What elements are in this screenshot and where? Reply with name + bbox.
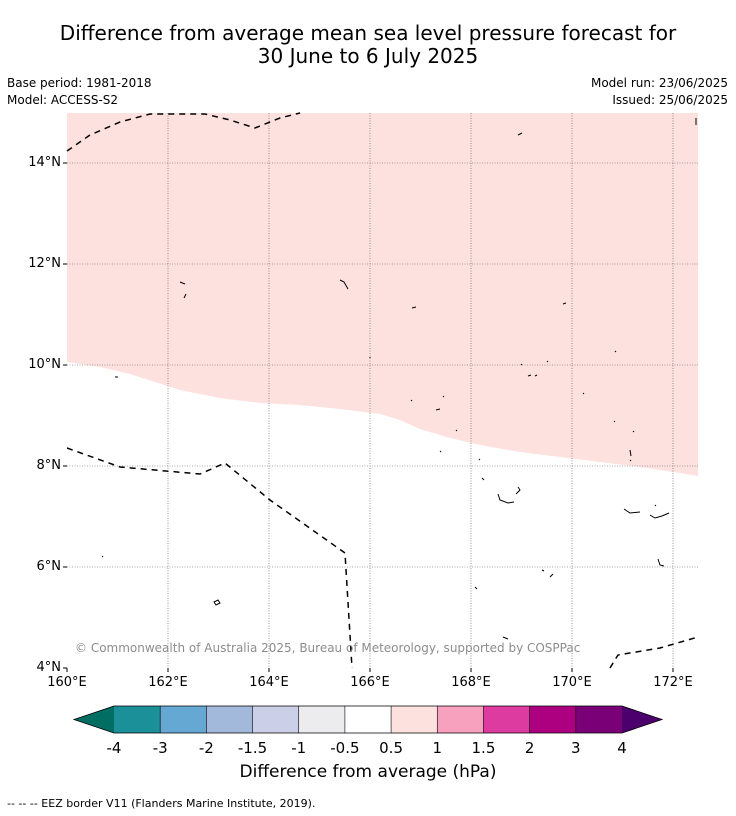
island [435, 408, 635, 433]
island [115, 374, 538, 378]
island [213, 599, 221, 606]
lat-tick-4n: 4°N [36, 660, 62, 675]
colorbar-segment [252, 706, 299, 733]
island [410, 392, 585, 402]
colorbar-segment [114, 706, 161, 733]
island [520, 350, 617, 366]
axis-tick-marks [63, 162, 674, 672]
island [474, 586, 478, 590]
colorbar-tick-label: -1 [291, 739, 307, 757]
gridlines [67, 113, 698, 668]
base-period-text: Base period: 1981-2018 [7, 76, 152, 90]
colorbar-segment [575, 706, 622, 733]
colorbar-segment [529, 706, 576, 733]
lat-tick-10n: 10°N [28, 357, 61, 372]
lat-tick-12n: 12°N [28, 256, 61, 271]
anomaly-shading-region [67, 113, 698, 476]
colorbar-segment [298, 706, 345, 733]
model-text: Model: ACCESS-S2 [7, 93, 119, 107]
colorbar-tick-label: 0.5 [379, 739, 403, 757]
eez-borders [66, 112, 699, 669]
island [481, 477, 485, 481]
island [654, 504, 657, 507]
eez-footnote: -- -- -- EEZ border V11 (Flanders Marine… [7, 797, 316, 810]
lon-tick-168e: 168°E [451, 675, 491, 690]
lat-tick-8n: 8°N [36, 458, 62, 473]
colorbar-segment [160, 706, 207, 733]
colorbar-tick-label: 2 [524, 739, 535, 757]
colorbar-tick-label: 1.5 [471, 739, 496, 757]
lon-tick-166e: 166°E [350, 675, 390, 690]
lon-tick-164e: 164°E [249, 675, 289, 690]
colorbar-tick-label: -0.5 [330, 739, 360, 757]
eez-border-southeast [609, 636, 699, 669]
island [562, 302, 567, 305]
title-line-1: Difference from average mean sea level p… [59, 21, 677, 45]
island [623, 508, 670, 519]
island [339, 279, 349, 290]
colorbar-tick-label: 3 [571, 739, 581, 757]
colorbar-outline [72, 705, 664, 734]
issued-text: Issued: 25/06/2025 [612, 93, 728, 107]
lon-tick-160e: 160°E [47, 675, 87, 690]
eez-border-south [66, 447, 353, 669]
island [502, 636, 509, 640]
colorbar-tick-label: -2 [198, 739, 214, 757]
metadata-right: Model run: 23/06/2025 Issued: 25/06/2025 [591, 75, 728, 109]
chart-title: Difference from average mean sea level p… [0, 22, 736, 68]
colorbar-tick-label: -1.5 [237, 739, 268, 757]
copyright-text: © Commonwealth of Australia 2025, Bureau… [75, 641, 581, 655]
islands [101, 118, 697, 640]
title-line-2: 30 June to 6 July 2025 [257, 44, 479, 68]
metadata-left: Base period: 1981-2018 Model: ACCESS-S2 [7, 75, 152, 109]
island [497, 486, 521, 504]
colorbar-tick-label: 1 [432, 739, 443, 757]
island [517, 132, 523, 136]
colorbar-tick-label: -3 [152, 739, 168, 757]
colorbar-segment [391, 706, 438, 733]
lat-tick-6n: 6°N [36, 559, 62, 574]
lon-tick-170e: 170°E [552, 675, 592, 690]
model-run-text: Model run: 23/06/2025 [590, 76, 728, 90]
colorbar [72, 705, 664, 734]
colorbar-title: Difference from average (hPa) [239, 762, 497, 782]
colorbar-extend-high [622, 706, 662, 733]
colorbar-segment [206, 706, 253, 733]
colorbar-tick-label: -4 [106, 739, 122, 757]
lon-tick-172e: 172°E [653, 675, 693, 690]
lat-tick-14n: 14°N [28, 155, 61, 170]
island [101, 555, 665, 567]
island [439, 449, 632, 462]
island [179, 281, 187, 299]
colorbar-segment [483, 706, 530, 733]
colorbar-tick-label: 4 [617, 739, 627, 757]
lon-tick-162e: 162°E [148, 675, 188, 690]
eez-border-north [66, 112, 301, 152]
colorbar-extend-low [74, 706, 114, 733]
island [541, 569, 554, 578]
colorbar-segment [344, 706, 392, 733]
colorbar-segment [437, 706, 484, 733]
island [411, 306, 417, 309]
